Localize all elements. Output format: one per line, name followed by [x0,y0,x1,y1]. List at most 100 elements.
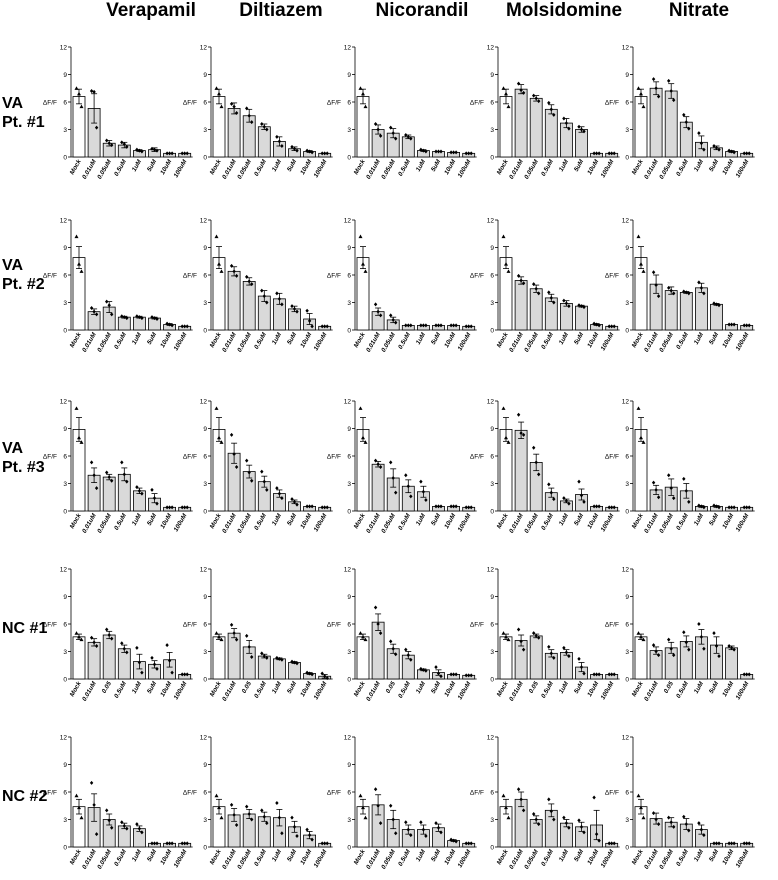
row-label-nc-1: NC #1 [2,619,47,638]
data-point [277,815,282,820]
data-point [582,830,586,835]
bar [227,108,241,158]
data-point [717,841,721,846]
data-point [155,317,159,321]
x-tick-label: 100uM [600,158,616,179]
y-tick-label: 6 [203,273,207,280]
data-point [234,273,239,278]
data-point [577,124,581,129]
data-point [717,505,721,510]
data-point [245,106,249,111]
data-point [373,122,378,126]
y-tick-label: 0 [347,845,351,852]
data-point [277,491,282,496]
data-point [77,634,81,639]
data-point [250,478,254,483]
data-point [77,91,81,96]
x-tick-label: 5uM [430,158,443,173]
row-label-line1: NC #1 [2,620,48,637]
data-point [247,812,251,816]
data-point [307,671,312,676]
data-point [434,665,438,670]
x-tick-label: 0.5uM [675,848,690,868]
data-point [454,839,458,844]
x-tick-label: 10uM [159,158,173,176]
data-point [361,91,365,96]
y-tick-label: 12 [344,399,352,406]
data-point [89,460,94,465]
data-point [79,440,84,444]
x-tick-label: 5uM [146,848,159,863]
bar [679,292,693,331]
y-tick-label: 0 [203,328,207,335]
y-tick-label: 9 [490,426,494,433]
bar [529,819,543,848]
y-tick-label: 6 [63,273,67,280]
data-point [532,812,536,816]
data-point [107,633,111,637]
data-point [687,291,691,296]
x-tick-label: 0.5uM [397,680,412,700]
data-point [217,262,221,266]
data-point [521,808,526,813]
y-tick-label: 12 [60,567,68,574]
data-point [424,498,428,502]
x-tick-label: Mock [209,848,223,866]
data-point [135,485,139,490]
x-tick-label: 0.01uM [221,680,238,703]
data-point [607,324,611,329]
data-point [404,647,408,652]
x-tick-label: 0.5uM [540,331,555,351]
data-point [436,504,441,509]
data-point [376,622,380,626]
y-tick-label: 12 [344,735,352,742]
y-tick-label: 0 [490,509,494,516]
data-point [577,656,581,661]
data-point [424,668,428,673]
data-point [404,323,408,328]
y-tick-label: 6 [625,100,629,107]
data-point [597,672,601,677]
data-point [562,116,566,121]
data-point [290,815,294,820]
data-point [363,440,368,444]
data-point [277,656,282,661]
x-tick-label: 1uM [415,848,428,863]
data-point [672,98,676,103]
data-point [320,151,324,156]
x-tick-label: 1uM [131,848,144,863]
bar [634,96,648,158]
column-title-verapamil: Verapamil [106,0,196,21]
y-tick-label: 3 [625,649,629,656]
data-point [454,150,458,155]
x-tick-label: Mock [631,331,645,349]
data-point [155,501,159,506]
data-point [552,300,556,305]
data-point [519,797,523,802]
data-point [732,841,736,846]
data-point [669,486,673,491]
data-point [449,837,453,842]
data-point [727,841,731,846]
data-point [310,150,314,155]
data-point [564,121,569,126]
data-point [247,644,251,649]
data-point [120,460,124,465]
bar [102,634,116,680]
x-tick-label: 100uM [173,680,189,701]
data-point [152,841,157,846]
data-point [250,282,254,287]
x-tick-label: 0.05uM [658,848,675,871]
data-point [712,631,716,636]
data-point [469,673,473,678]
data-point [745,505,749,510]
data-point [682,112,686,117]
column-title-diltiazem: Diltiazem [239,0,323,21]
x-tick-label: Mock [209,680,223,698]
data-point [451,150,456,155]
data-point [394,320,398,325]
data-point [639,262,643,266]
data-point [537,822,541,827]
